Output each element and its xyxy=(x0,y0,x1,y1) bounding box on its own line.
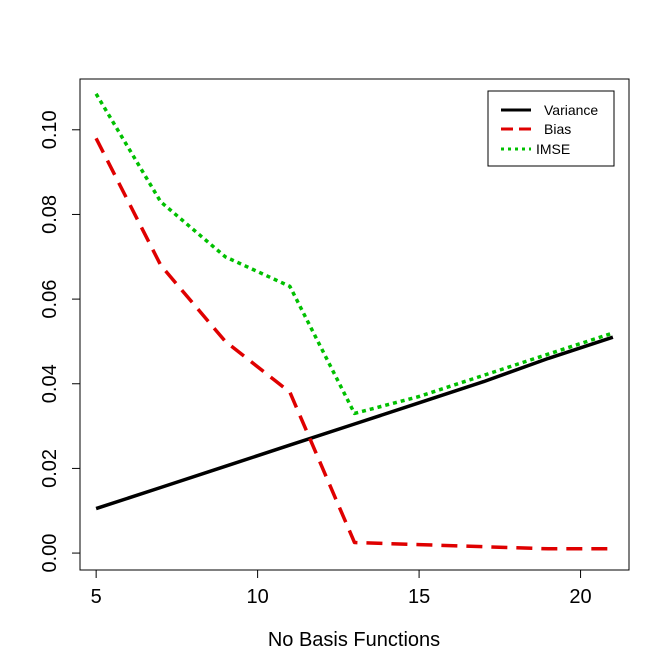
legend-label-variance: Variance xyxy=(544,102,598,118)
series-line-imse xyxy=(94,92,614,416)
legend-label-bias: Bias xyxy=(544,121,571,137)
x-axis-title: No Basis Functions xyxy=(268,629,440,651)
series-line-bias xyxy=(94,137,613,551)
legend: Variance Bias IMSE xyxy=(487,90,615,167)
y-tick-label: 0.02 xyxy=(39,449,61,488)
series-line-variance xyxy=(95,335,614,511)
x-tick-label: 10 xyxy=(246,586,268,608)
y-tick-label: 0.08 xyxy=(39,195,61,234)
x-axis: 5 10 15 20 xyxy=(91,569,592,608)
legend-label-imse: IMSE xyxy=(536,141,570,157)
x-tick-label: 20 xyxy=(569,586,591,608)
series-layer xyxy=(94,92,614,551)
y-tick-label: 0.00 xyxy=(39,534,61,573)
y-tick-label: 0.10 xyxy=(39,110,61,149)
x-tick-label: 5 xyxy=(91,586,102,608)
y-tick-label: 0.04 xyxy=(39,364,61,403)
y-tick-label: 0.06 xyxy=(39,280,61,319)
x-tick-label: 15 xyxy=(408,586,430,608)
y-axis: 0.00 0.02 0.04 0.06 0.08 0.10 xyxy=(39,110,81,573)
